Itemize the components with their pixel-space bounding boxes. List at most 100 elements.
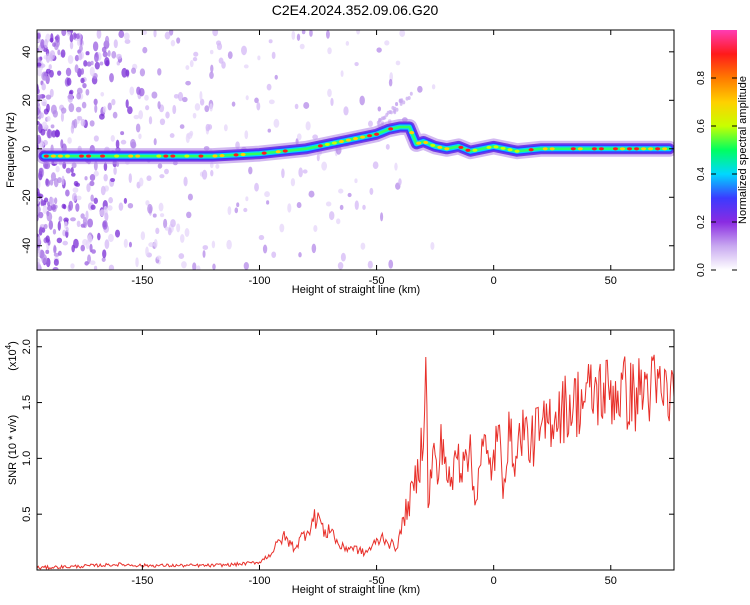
spectrogram-noise-blob	[138, 133, 142, 140]
spectrogram-noise-blob	[147, 203, 153, 214]
spectrogram-noise-blob	[41, 121, 48, 130]
spectrogram-noise-blob	[298, 167, 303, 178]
spectrogram-noise-blob	[380, 116, 384, 121]
spectrogram-noise-blob	[244, 130, 249, 140]
spectrogram-noise-blob	[74, 64, 79, 73]
colorbar-tick-label: 0.4	[696, 167, 707, 181]
spectrogram-noise-blob	[136, 86, 141, 95]
spectrogram-noise-blob	[146, 175, 152, 182]
spectrogram-noise-blob	[49, 197, 55, 206]
spectrogram-noise-blob	[87, 218, 94, 228]
spectrogram-hot-spot	[416, 141, 422, 145]
spectrogram-noise-blob	[47, 205, 53, 212]
spectrogram-noise-blob	[380, 212, 384, 222]
spectrogram-hot-spot	[374, 132, 380, 136]
spectrogram-noise-blob	[40, 38, 45, 49]
spectrogram-hot-spot	[353, 137, 358, 141]
snr-y-tick-label: 2.0	[21, 339, 33, 354]
spectrogram-noise-blob	[347, 192, 352, 198]
spectrogram-noise-blob	[204, 105, 210, 113]
spectrogram-noise-blob	[108, 264, 115, 270]
snr-scale-close: )	[7, 341, 19, 345]
spectrogram-noise-blob	[89, 66, 95, 77]
spectrogram-noise-blob	[69, 89, 74, 95]
snr-x-ticks: -150 -100 -50 0 50	[131, 330, 617, 587]
spectrogram-noise-blob	[110, 178, 116, 183]
spectrogram-noise-blob	[57, 250, 62, 256]
spectrogram-noise-blob	[76, 195, 82, 201]
spectrogram-noise-blob	[76, 92, 82, 100]
spectrogram-noise-blob	[108, 233, 114, 243]
snr-y-tick-label: 1.5	[21, 395, 33, 410]
spectrogram-noise-blob	[72, 32, 77, 40]
spectrogram-noise-blob	[81, 101, 87, 109]
spectrogram-noise-blob	[46, 103, 50, 113]
spectrogram-noise-blob	[61, 203, 66, 209]
spectrogram-noise-blob	[210, 64, 214, 73]
spectrogram-noise-blob	[53, 177, 59, 188]
spectrogram-noise-blob	[90, 60, 94, 66]
spectrogram-noise-blob	[80, 244, 85, 252]
spectrogram-noise-blob	[38, 142, 45, 149]
spectrogram-noise-blob	[104, 239, 110, 250]
spectrogram-hot-spot	[64, 154, 70, 158]
spectrogram-noise-blob	[49, 50, 56, 60]
spectrogram-noise-blob	[209, 103, 213, 112]
spectrogram-noise-blob	[121, 67, 128, 78]
spectrogram-noise-blob	[340, 252, 346, 262]
spectrogram-x-axis-label: Height of straight line (km)	[292, 284, 420, 296]
colorbar-label: Normalized spectral amplitude	[737, 76, 749, 224]
spectrogram-noise-blob	[218, 57, 224, 64]
spectrogram-x-tick-label: 50	[605, 275, 617, 287]
spectrogram-noise-blob	[93, 135, 99, 142]
svg-text:(x104): (x104)	[4, 341, 19, 371]
spectrogram-hot-spot	[78, 154, 84, 158]
spectrogram-noise-blob	[393, 110, 397, 115]
spectrogram-y-axis-label: Frequency (Hz)	[5, 112, 17, 188]
spectrogram-noise-blob	[181, 261, 187, 269]
spectrogram-noise-blob	[82, 82, 87, 89]
spectrogram-noise-blob	[37, 236, 41, 246]
spectrogram-noise-blob	[210, 169, 214, 177]
spectrogram-noise-blob	[128, 173, 132, 184]
spectrogram-noise-blob	[89, 260, 96, 266]
spectrogram-noise-blob	[85, 210, 89, 220]
spectrogram-noise-blob	[169, 133, 175, 138]
spectrogram-noise-blob	[368, 120, 373, 127]
spectrogram-noise-blob	[116, 53, 122, 60]
spectrogram-noise-blob	[94, 52, 99, 63]
spectrogram-noise-blob	[186, 211, 192, 219]
spectrogram-noise-blob	[395, 102, 399, 107]
spectrogram-noise-blob	[133, 114, 140, 120]
spectrogram-noise-blob	[405, 96, 409, 101]
spectrogram-noise-blob	[45, 249, 50, 254]
spectrogram-noise-blob	[60, 107, 67, 114]
spectrogram-noise-blob	[40, 112, 44, 119]
spectrogram-noise-blob	[378, 117, 382, 122]
spectrogram-scatter-cloud	[37, 30, 436, 270]
spectrogram-noise-blob	[142, 46, 148, 54]
spectrogram-noise-blob	[330, 97, 334, 107]
spectrogram-y-tick-label: -20	[21, 189, 33, 205]
spectrogram-hot-spot	[465, 148, 471, 152]
spectrogram-hot-spot	[198, 154, 204, 158]
spectrogram-hot-spot	[500, 146, 506, 150]
spectrogram-noise-blob	[113, 39, 118, 49]
spectrogram-noise-blob	[37, 134, 42, 144]
spectrogram-noise-blob	[53, 244, 57, 255]
snr-y-axis-label: SNR (10 * v/v)	[7, 415, 19, 485]
snr-line	[37, 354, 674, 570]
spectrogram-noise-blob	[38, 167, 43, 175]
spectrogram-noise-blob	[125, 99, 129, 109]
spectrogram-noise-blob	[70, 217, 76, 222]
spectrogram-noise-blob	[343, 106, 349, 116]
spectrogram-noise-blob	[321, 161, 328, 171]
spectrogram-noise-blob	[141, 30, 148, 35]
spectrogram-noise-blob	[78, 52, 83, 61]
colorbar-tick-label: 0.2	[696, 215, 707, 229]
spectrogram-noise-blob	[176, 223, 181, 233]
spectrogram-hot-spot	[542, 147, 548, 151]
spectrogram-noise-blob	[75, 203, 80, 212]
snr-panel: -150 -100 -50 0 50 0.5 1.0 1.5 2.0 Height of st…	[4, 329, 675, 596]
spectrogram-noise-blob	[93, 197, 98, 204]
